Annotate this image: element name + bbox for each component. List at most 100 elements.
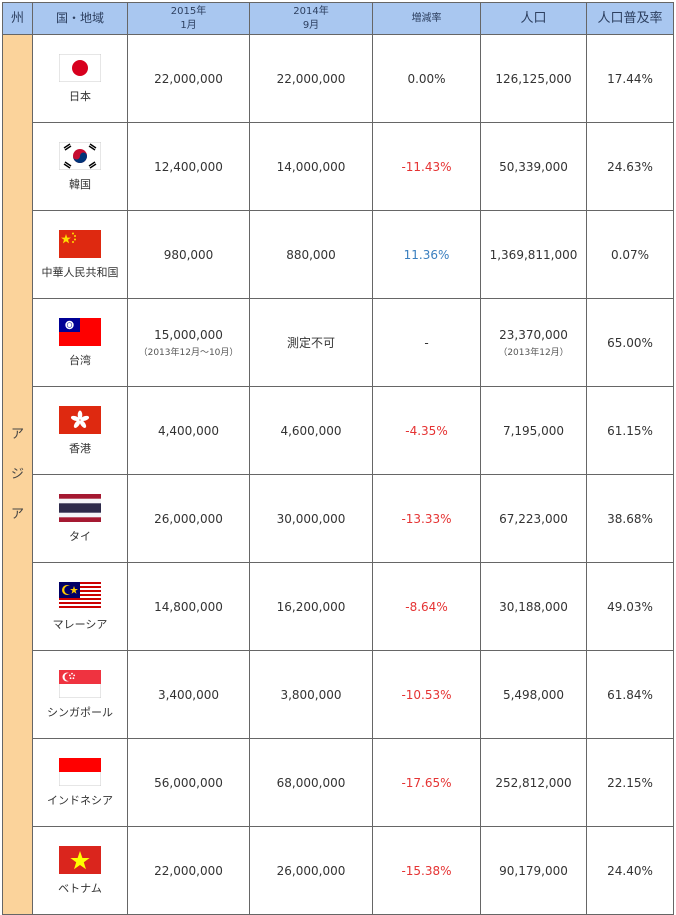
penetration-rate: 0.07% [586, 210, 674, 299]
country-name: シンガポール [47, 705, 113, 719]
country-cell: シンガポール [32, 650, 128, 739]
table-row: ア ジ ア 日本 22,000,000 22,000,000 0.00% 126… [2, 34, 674, 915]
value-2014: 16,200,000 [249, 562, 373, 651]
table-row: 中華人民共和国 980,000 880,000 11.36% 1,369,811… [3, 210, 674, 299]
singapore-flag [59, 669, 101, 698]
penetration-rate: 24.63% [586, 122, 674, 211]
header-2015-month: 1月 [180, 19, 197, 31]
change-rate: -13.33% [372, 474, 481, 563]
header-2014-year: 2014年 [293, 5, 329, 17]
country-name: 中華人民共和国 [41, 265, 119, 279]
header-population: 人口 [480, 2, 587, 35]
value-2015: 14,800,000 [127, 562, 250, 651]
population: 67,223,000 [480, 474, 587, 563]
country-cell: 香港 [32, 386, 128, 475]
japan-flag [59, 53, 101, 82]
population: 90,179,000 [480, 826, 587, 915]
country-name: インドネシア [47, 793, 113, 807]
value-2015-note: （2013年12月～10月） [138, 347, 239, 358]
value-2015: 980,000 [127, 210, 250, 299]
population-note: （2013年12月） [498, 347, 569, 358]
table-row: マレーシア 14,800,000 16,200,000 -8.64% 30,18… [3, 562, 674, 651]
population-cell: 23,370,000 （2013年12月） [480, 298, 587, 387]
china-flag [59, 229, 101, 258]
change-rate: -17.65% [372, 738, 481, 827]
table-row: 台湾 15,000,000 （2013年12月～10月） 測定不可 - 23,3… [3, 298, 674, 387]
penetration-rate: 24.40% [586, 826, 674, 915]
country-name: ベトナム [58, 881, 102, 895]
penetration-rate: 22.15% [586, 738, 674, 827]
header-region: 州 [2, 2, 33, 35]
header-penetration: 人口普及率 [586, 2, 674, 35]
value-2015: 56,000,000 [127, 738, 250, 827]
table-row: 韓国 12,400,000 14,000,000 -11.43% 50,339,… [3, 122, 674, 211]
value-2014: 30,000,000 [249, 474, 373, 563]
country-cell: ベトナム [32, 826, 128, 915]
change-rate: -10.53% [372, 650, 481, 739]
country-cell: 韓国 [32, 122, 128, 211]
population: 5,498,000 [480, 650, 587, 739]
population: 7,195,000 [480, 386, 587, 475]
hongkong-flag [59, 405, 101, 434]
region-char: ア [10, 426, 24, 442]
value-2015: 12,400,000 [127, 122, 250, 211]
region-char: ア [10, 506, 24, 522]
header-2014: 2014年 9月 [249, 2, 373, 35]
indonesia-flag [59, 757, 101, 786]
population: 50,339,000 [480, 122, 587, 211]
korea-flag [59, 141, 101, 170]
value-2015: 4,400,000 [127, 386, 250, 475]
country-name: マレーシア [52, 617, 108, 631]
value-2015-cell: 15,000,000 （2013年12月～10月） [127, 298, 250, 387]
thailand-flag [59, 493, 101, 522]
penetration-rate: 17.44% [586, 34, 674, 123]
change-rate: -15.38% [372, 826, 481, 915]
change-rate: -11.43% [372, 122, 481, 211]
country-name: 香港 [69, 441, 91, 455]
population: 30,188,000 [480, 562, 587, 651]
penetration-rate: 49.03% [586, 562, 674, 651]
table-row: 香港 4,400,000 4,600,000 -4.35% 7,195,000 … [3, 386, 674, 475]
value-2014: 26,000,000 [249, 826, 373, 915]
table-row: タイ 26,000,000 30,000,000 -13.33% 67,223,… [3, 474, 674, 563]
country-name: 日本 [69, 89, 91, 103]
value-2014: 880,000 [249, 210, 373, 299]
value-2014: 68,000,000 [249, 738, 373, 827]
value-2015: 22,000,000 [127, 34, 250, 123]
country-cell: 日本 [32, 34, 128, 123]
value-2015: 3,400,000 [127, 650, 250, 739]
taiwan-flag [59, 317, 101, 346]
country-cell: 中華人民共和国 [32, 210, 128, 299]
header-change: 増減率 [372, 2, 481, 35]
header-2015: 2015年 1月 [127, 2, 250, 35]
table-row: シンガポール 3,400,000 3,800,000 -10.53% 5,498… [3, 650, 674, 739]
value-2015: 26,000,000 [127, 474, 250, 563]
region-char: ジ [10, 466, 24, 482]
value-2015: 22,000,000 [127, 826, 250, 915]
value-2014: 4,600,000 [249, 386, 373, 475]
region-cell: ア ジ ア [2, 34, 33, 915]
value-2014: 3,800,000 [249, 650, 373, 739]
header-2015-year: 2015年 [170, 5, 207, 17]
population: 1,369,811,000 [480, 210, 587, 299]
country-name: 台湾 [69, 353, 91, 367]
country-cell: マレーシア [32, 562, 128, 651]
table-row: インドネシア 56,000,000 68,000,000 -17.65% 252… [3, 738, 674, 827]
penetration-rate: 61.15% [586, 386, 674, 475]
country-name: タイ [69, 529, 91, 543]
value-2015: 15,000,000 [154, 327, 223, 342]
country-cell: インドネシア [32, 738, 128, 827]
penetration-rate: 65.00% [586, 298, 674, 387]
change-rate: 11.36% [372, 210, 481, 299]
country-cell: タイ [32, 474, 128, 563]
header-row: 州 国・地域 2015年 1月 2014年 9月 増減率 人口 人口普及率 [2, 2, 674, 35]
malaysia-flag [59, 581, 101, 610]
population: 252,812,000 [480, 738, 587, 827]
value-2014: 測定不可 [249, 298, 373, 387]
country-cell: 台湾 [32, 298, 128, 387]
header-2014-month: 9月 [302, 19, 320, 31]
change-rate: 0.00% [372, 34, 481, 123]
change-rate: -4.35% [372, 386, 481, 475]
penetration-rate: 38.68% [586, 474, 674, 563]
